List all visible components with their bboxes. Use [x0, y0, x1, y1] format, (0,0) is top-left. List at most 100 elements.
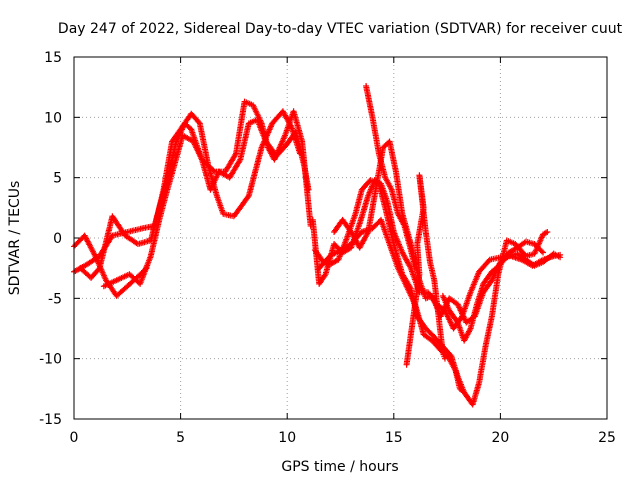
series-arc-4 — [100, 98, 314, 290]
data-point-run — [233, 100, 248, 155]
data-point-run — [237, 121, 252, 161]
y-axis-label: SDTVAR / TECUs — [7, 181, 23, 296]
data-point-run — [115, 284, 129, 298]
chart-title: Day 247 of 2022, Sidereal Day-to-day VTE… — [58, 21, 623, 37]
data-points — [71, 82, 564, 408]
data-point-run — [458, 387, 466, 395]
data-point-run — [401, 224, 414, 252]
data-point-run — [148, 218, 162, 258]
data-point-run — [453, 369, 463, 391]
x-tick-label: 10 — [278, 430, 296, 446]
data-point-run — [181, 133, 195, 144]
data-point-run — [423, 230, 433, 264]
data-point-run — [171, 134, 186, 167]
x-axis-label: GPS time / hours — [281, 459, 398, 475]
data-point-run — [227, 158, 243, 180]
data-point-run — [191, 140, 205, 162]
y-tick-label: -5 — [48, 291, 62, 307]
data-point-run — [386, 140, 399, 173]
data-point-run — [477, 257, 492, 274]
data-point-run — [481, 270, 494, 286]
data-point-run — [382, 206, 397, 246]
data-point-run — [200, 157, 217, 174]
x-tick-label: 5 — [176, 430, 185, 446]
data-point-run — [482, 315, 495, 348]
data-point-run — [352, 188, 365, 216]
data-point-run — [365, 182, 380, 234]
data-point-run — [447, 357, 458, 373]
data-point-run — [328, 247, 342, 259]
data-point-run — [507, 245, 519, 255]
data-point-run — [126, 225, 144, 235]
data-point-run — [376, 152, 388, 180]
data-point-run — [369, 116, 382, 155]
data-point-run — [395, 266, 409, 288]
data-point-run — [505, 238, 517, 247]
data-point-run — [137, 254, 154, 286]
data-point-run — [395, 212, 407, 228]
series-arc-9 — [363, 82, 419, 272]
data-point-run — [435, 315, 446, 354]
data-point-run — [148, 206, 162, 242]
data-point-run — [476, 345, 489, 385]
data-point-run — [424, 326, 437, 339]
data-point-run — [123, 233, 140, 247]
data-point-run — [447, 296, 460, 307]
y-tick-label: 0 — [53, 231, 62, 247]
data-point-run — [416, 173, 429, 234]
data-point-run — [243, 99, 255, 108]
data-point-run — [533, 259, 545, 268]
data-point-run — [363, 84, 376, 119]
data-point-run — [541, 229, 549, 237]
y-tick-label: 15 — [44, 50, 62, 66]
data-point-run — [328, 257, 340, 267]
y-tick-label: 10 — [44, 110, 62, 126]
data-point-run — [214, 194, 226, 216]
data-point-run — [231, 194, 251, 218]
data-point — [441, 355, 448, 362]
data-point-run — [391, 230, 405, 254]
data-point-run — [489, 272, 501, 318]
data-point-run — [552, 251, 562, 260]
data-point-run — [468, 270, 482, 294]
data-point-run — [389, 188, 401, 216]
data-point-run — [515, 251, 528, 262]
data-point-run — [524, 257, 537, 268]
data-point-run — [470, 381, 482, 406]
y-tick-label: -10 — [39, 352, 62, 368]
data-point-run — [383, 176, 394, 192]
data-point-run — [414, 242, 423, 276]
data-point-run — [393, 170, 406, 216]
data-point-run — [414, 218, 425, 246]
data-point-run — [299, 140, 314, 228]
data-point-run — [431, 278, 442, 318]
data-point-run — [408, 303, 418, 336]
data-point-run — [412, 272, 423, 306]
data-point-run — [317, 272, 328, 286]
data-point-run — [387, 242, 401, 270]
data-point-run — [408, 248, 418, 270]
data-point-run — [447, 308, 460, 325]
data-point-run — [424, 293, 434, 301]
data-point-run — [348, 230, 362, 250]
data-point-run — [515, 239, 528, 250]
series-arc-6 — [311, 177, 551, 408]
data-point-run — [357, 194, 371, 225]
data-point-run — [481, 278, 494, 294]
x-tick-label: 0 — [70, 430, 79, 446]
x-tick-label: 15 — [385, 430, 403, 446]
data-point-run — [197, 122, 211, 167]
data-point-run — [89, 266, 102, 280]
data-point-run — [400, 250, 414, 270]
data-point-run — [189, 111, 202, 126]
data-point — [557, 254, 564, 261]
data-point-run — [102, 278, 118, 289]
grid-lines — [74, 57, 607, 419]
data-point-run — [272, 133, 288, 162]
data-point-run — [110, 214, 128, 238]
data-point-run — [427, 260, 437, 282]
data-point-run — [498, 250, 511, 267]
series-arc-11 — [439, 238, 547, 344]
data-point-run — [97, 214, 115, 270]
